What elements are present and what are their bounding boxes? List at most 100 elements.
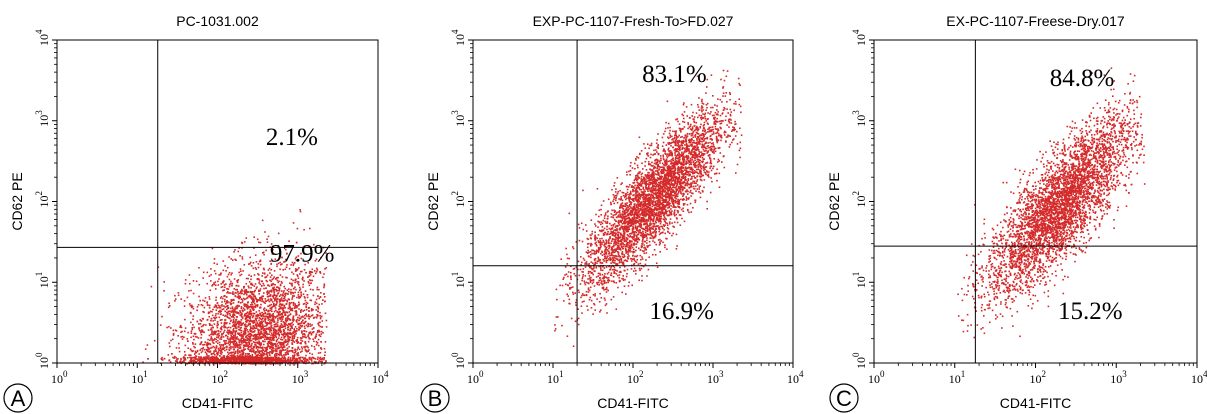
event-dot [187,347,189,349]
event-dot [321,320,324,322]
event-dot [248,281,251,283]
event-dot [251,284,254,286]
event-dot [249,358,252,360]
event-dot [212,331,215,333]
event-dot [651,209,654,211]
event-dot [244,348,247,350]
event-dot [266,241,269,243]
event-dot [646,143,649,145]
event-dot [252,328,255,330]
event-dot [216,359,219,362]
event-dot [202,277,204,279]
event-dot [240,306,243,308]
event-dot [249,263,251,265]
event-dot [634,225,637,227]
event-dot [320,348,323,350]
event-dot [277,292,279,295]
event-dot [234,291,237,294]
event-dot [288,288,290,290]
event-dot [229,337,231,340]
event-dot [628,228,631,231]
event-dot [228,357,230,360]
event-dot [609,222,611,225]
event-dot [679,158,681,161]
event-dot [252,322,255,324]
event-dot [303,357,306,360]
event-dot [219,345,222,348]
event-dot [276,286,278,288]
event-dot [224,310,226,313]
event-dot [200,320,203,322]
event-dot [703,171,706,173]
event-dot [652,237,654,240]
event-dot [218,310,220,313]
event-dot [579,268,582,271]
event-dot [161,359,164,361]
event-dot [221,334,223,336]
event-dot [235,320,237,323]
event-dot [603,217,606,219]
event-dot [253,356,256,359]
event-dot [675,155,678,157]
event-dot [207,347,210,349]
event-dot [646,224,648,227]
event-dot [240,324,242,327]
event-dot [582,271,584,273]
event-dot [175,330,178,332]
event-dot [281,276,284,278]
event-dot [275,358,278,361]
event-dot [207,312,210,315]
event-dot [303,330,306,332]
event-dot [223,295,225,297]
event-dot [241,309,244,312]
event-dot [292,264,295,267]
event-dot [249,313,251,316]
event-dot [250,305,252,308]
event-dot [287,350,290,353]
event-dot [240,356,242,359]
event-dot [292,263,295,265]
event-dot [258,274,260,276]
event-dot [236,305,238,307]
event-dot [230,307,232,310]
event-dot [255,354,258,357]
event-dot [261,300,263,302]
event-dot [315,340,318,343]
event-dot [229,313,231,315]
event-dot [262,334,264,336]
event-dot [233,330,235,332]
event-dot [276,263,278,266]
event-dot [237,332,239,334]
event-dot [248,306,251,308]
event-dot [670,208,672,210]
event-dot [664,130,666,133]
event-dot [319,356,322,359]
event-dot [256,360,259,363]
event-dot [180,336,182,338]
event-dot [302,335,304,338]
event-dot [209,359,211,362]
event-dot [250,356,253,359]
event-dot [304,342,307,345]
event-dot [617,190,619,193]
event-dot [294,331,297,333]
event-dot [261,349,264,352]
event-dot [284,260,286,263]
event-dot [247,307,249,309]
panel-letter-badge: A [3,383,33,413]
event-dot [324,351,326,353]
event-dot [199,323,202,325]
event-dot [287,353,289,355]
event-dot [310,309,313,312]
event-dot [253,362,256,365]
event-dot [695,121,697,124]
event-dot [285,333,287,336]
event-dot [687,145,689,148]
event-dot [229,283,231,286]
event-dot [268,338,271,341]
event-dot [592,262,594,264]
event-dot [217,347,220,350]
event-dot [279,274,282,276]
event-dot [287,326,290,328]
event-dot [240,349,243,352]
